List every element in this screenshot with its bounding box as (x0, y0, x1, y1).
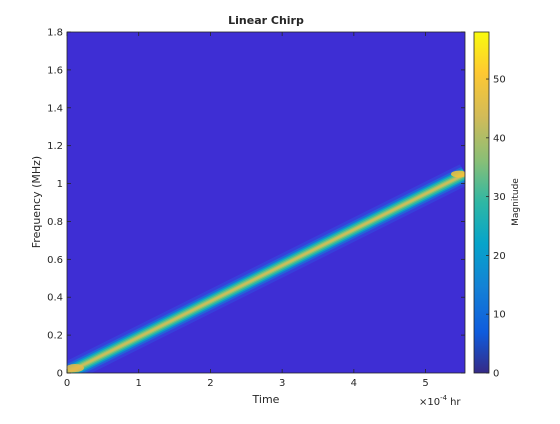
y-tick-label: 0.6 (47, 255, 63, 266)
colorbar-tick-label: 20 (493, 251, 506, 262)
colorbar-tick-label: 50 (493, 75, 506, 86)
colorbar-tick-label: 40 (493, 133, 506, 144)
y-tick-label: 0.2 (47, 331, 63, 342)
plot-frame (66, 31, 466, 374)
y-tick-label: 0 (57, 369, 63, 380)
x-axis-unit: hr (450, 397, 461, 408)
y-tick-label: 1 (57, 179, 63, 190)
x-exponent-power: -4 (440, 394, 448, 402)
colorbar-tick-label: 30 (493, 192, 506, 203)
x-exponent-base: ×10 (419, 397, 440, 408)
y-axis-ticks: 0 0.2 0.4 0.6 0.8 1 1.2 1.4 1.6 1.8 (47, 28, 465, 380)
colorbar (473, 31, 490, 374)
x-tick-label: 3 (279, 378, 285, 389)
x-tick-label: 1 (136, 378, 142, 389)
x-tick-label: 2 (207, 378, 213, 389)
chart-title: Linear Chirp (228, 14, 304, 27)
y-tick-label: 1.6 (47, 65, 63, 76)
ridge-end-spot (451, 170, 465, 178)
ridge-band-6 (67, 173, 465, 373)
x-axis-ticks: 0 1 2 3 4 5 (64, 32, 429, 389)
x-axis-label: Time (252, 393, 280, 406)
y-tick-label: 0.8 (47, 217, 63, 228)
y-axis-label: Frequency (MHz) (30, 156, 43, 248)
x-tick-label: 4 (351, 378, 357, 389)
ridge-start-spot (67, 364, 84, 372)
x-axis-exponent: ×10-4 hr (419, 394, 461, 408)
colorbar-tick-label: 10 (493, 310, 506, 321)
y-tick-label: 1.2 (47, 141, 63, 152)
x-tick-label: 5 (422, 378, 428, 389)
colorbar-ticks: 0 10 20 30 40 50 (486, 75, 506, 380)
x-tick-label: 0 (64, 378, 70, 389)
colorbar-tick-label: 0 (493, 369, 499, 380)
y-tick-label: 1.8 (47, 28, 63, 39)
y-tick-label: 0.4 (47, 293, 63, 304)
y-tick-label: 1.4 (47, 103, 63, 114)
chirp-ridge (67, 164, 465, 373)
colorbar-label: Magnitude (511, 178, 521, 226)
